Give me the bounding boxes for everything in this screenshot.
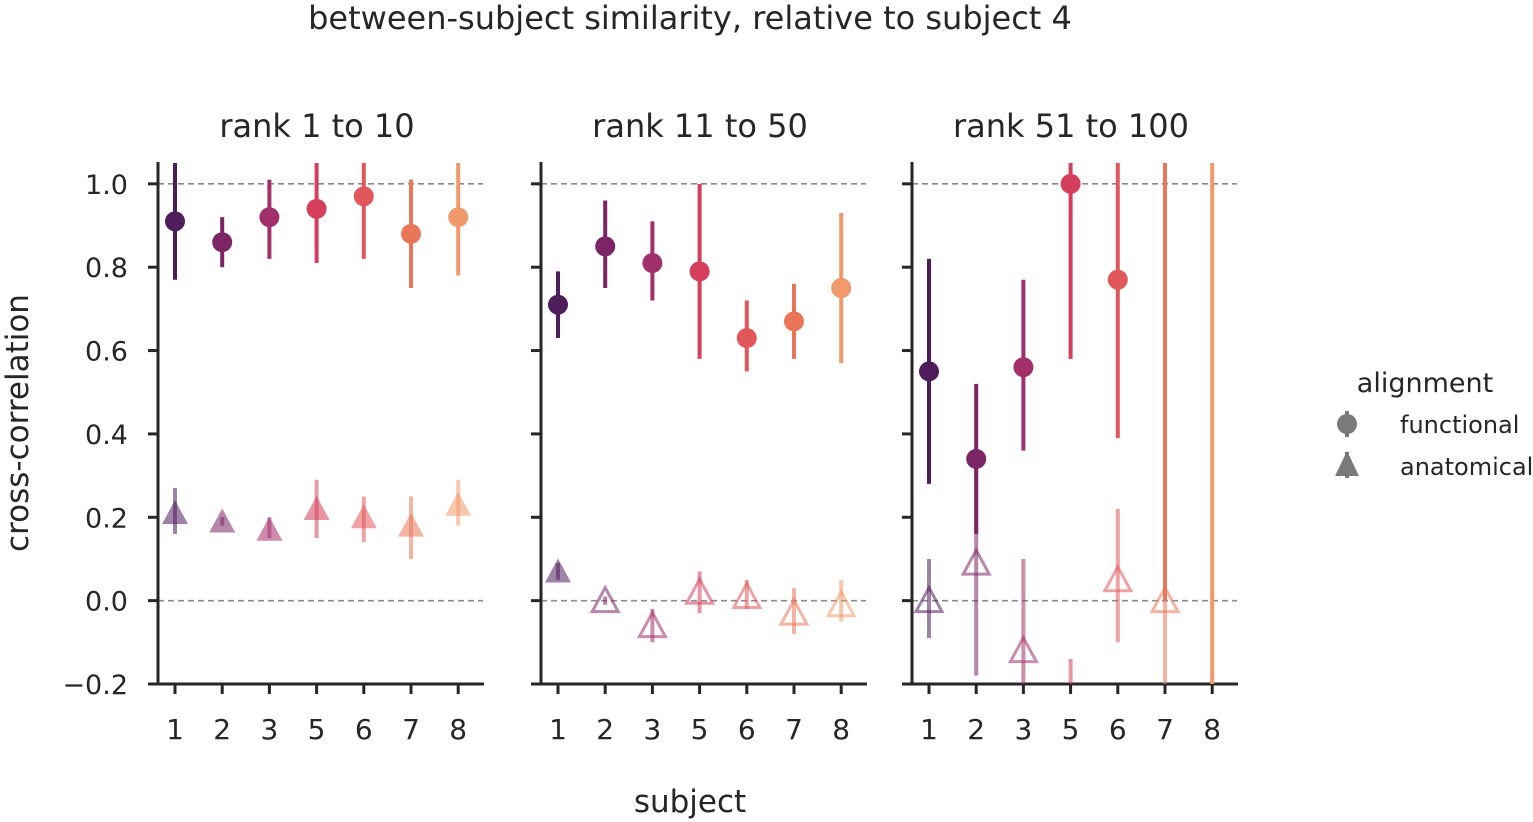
x-tick-label: 3 <box>260 713 278 746</box>
y-tick-label: 0.4 <box>85 420 128 451</box>
functional-point <box>784 311 804 332</box>
x-tick-label: 6 <box>355 713 373 746</box>
y-tick-label: 0.6 <box>85 337 128 368</box>
functional-point <box>212 232 233 253</box>
anatomical-point <box>1007 634 1039 664</box>
x-tick-label: 8 <box>1203 713 1221 746</box>
x-tick-label: 1 <box>549 713 567 746</box>
functional-point <box>689 261 710 282</box>
y-axis-label: cross-correlation <box>0 294 36 552</box>
anatomical-point <box>545 558 571 583</box>
x-tick-label: 2 <box>596 713 614 746</box>
functional-point <box>448 207 469 228</box>
functional-point <box>353 186 374 207</box>
functional-point <box>919 361 939 382</box>
anatomical-point <box>209 508 236 533</box>
anatomical-point <box>684 576 716 605</box>
legend-functional-marker <box>1337 414 1357 434</box>
x-tick-label: 7 <box>402 713 420 746</box>
functional-point <box>966 448 987 469</box>
anatomical-point <box>1149 584 1181 614</box>
panel-title: rank 11 to 50 <box>592 107 808 145</box>
anatomical-point <box>960 546 992 576</box>
y-tick-label: −0.2 <box>62 670 128 701</box>
functional-point <box>401 223 421 244</box>
functional-point <box>1107 269 1128 290</box>
x-tick-label: 8 <box>449 713 467 746</box>
panel-2: rank 11 to 50 1 2 3 5 6 7 8 <box>531 107 867 746</box>
anatomical-point <box>398 512 424 537</box>
functional-point <box>831 278 852 299</box>
x-tick-label: 8 <box>832 713 850 746</box>
panel-1: rank 1 to 10 −0.2 0.0 0.2 0.4 0.6 0.8 1.0 1 2 3 5 6 7… <box>62 107 484 746</box>
anatomical-point <box>162 500 188 525</box>
functional-point <box>1013 357 1034 378</box>
functional-point <box>1060 173 1081 194</box>
functional-point <box>165 211 185 232</box>
y-tick-label: 0.8 <box>85 253 128 284</box>
functional-point <box>595 236 616 257</box>
anatomical-point <box>589 584 621 614</box>
x-tick-label: 5 <box>308 713 326 746</box>
legend-functional-label: functional <box>1400 411 1519 439</box>
x-tick-label: 6 <box>1109 713 1127 746</box>
anatomical-point <box>636 609 668 639</box>
functional-point <box>736 328 757 349</box>
anatomical-point <box>731 580 763 609</box>
anatomical-point <box>913 584 945 614</box>
x-axis-label: subject <box>634 784 746 820</box>
x-tick-label: 6 <box>738 713 756 746</box>
y-tick-label: 1.0 <box>85 170 128 201</box>
anatomical-point <box>256 516 283 541</box>
y-tick-label: 0.2 <box>85 503 128 534</box>
x-tick-label: 3 <box>643 713 661 746</box>
functional-point <box>548 294 568 315</box>
anatomical-point <box>825 588 857 618</box>
panel-title: rank 1 to 10 <box>219 107 414 145</box>
x-tick-label: 5 <box>691 713 709 746</box>
x-tick-label: 2 <box>213 713 231 746</box>
legend-title: alignment <box>1357 368 1493 399</box>
functional-point <box>306 198 327 219</box>
legend-anatomical-marker <box>1335 451 1359 476</box>
anatomical-point <box>445 491 472 516</box>
anatomical-point <box>778 596 810 626</box>
functional-point <box>642 253 663 274</box>
panel-title: rank 51 to 100 <box>953 107 1189 145</box>
x-tick-label: 5 <box>1062 713 1080 746</box>
x-tick-label: 1 <box>920 713 938 746</box>
anatomical-point <box>350 504 377 529</box>
legend: alignment functional anatomical <box>1335 368 1533 481</box>
legend-anatomical-label: anatomical <box>1400 453 1533 481</box>
x-tick-label: 7 <box>1156 713 1174 746</box>
functional-point <box>259 207 280 228</box>
x-tick-label: 3 <box>1014 713 1032 746</box>
x-tick-label: 1 <box>166 713 184 746</box>
anatomical-point <box>1102 563 1134 593</box>
panels: rank 1 to 10−0.20.00.20.40.60.81.01 2 3 5 6 7… <box>62 107 1238 746</box>
y-tick-label: 0.0 <box>85 587 128 618</box>
panel-3: rank 51 to 100 1 2 3 5 6 7 8 <box>902 107 1238 746</box>
x-tick-label: 2 <box>967 713 985 746</box>
x-tick-label: 7 <box>785 713 803 746</box>
anatomical-point <box>303 495 330 520</box>
chart-title: between-subject similarity, relative to … <box>308 0 1072 37</box>
